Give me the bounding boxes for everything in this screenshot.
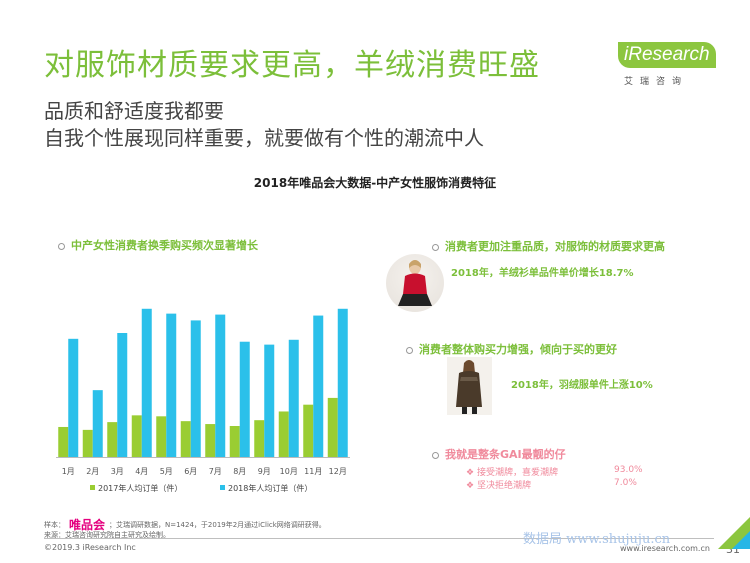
point2-heading-text: 消费者整体购买力增强，倾向于买的更好 bbox=[419, 343, 617, 356]
left-panel-heading: 中产女性消费者换季购买频次显著增长 bbox=[58, 237, 258, 253]
iresearch-logo: iResearch 艾瑞咨询 bbox=[618, 42, 718, 87]
x-tick-label: 7月 bbox=[209, 467, 222, 476]
source-line-2: 来源：艾瑞咨询研究院自主研究及绘制。 bbox=[44, 531, 170, 539]
reason-row-2: ❖ 坚决拒绝潮牌 bbox=[466, 478, 531, 491]
legend-swatch bbox=[90, 485, 95, 490]
bar-2018-1 bbox=[68, 338, 79, 457]
subtitle-line-2: 自我个性展现同样重要，就要做有个性的潮流中人 bbox=[44, 126, 484, 150]
point1-heading: 消费者更加注重品质，对服饰的材质要求更高 bbox=[432, 238, 665, 254]
x-tick-label: 8月 bbox=[233, 467, 246, 476]
reason-2-label: 坚决拒绝潮牌 bbox=[476, 481, 531, 491]
bar-2018-10 bbox=[288, 339, 299, 457]
bar-2017-4 bbox=[131, 415, 142, 457]
point3-heading-text: 我就是整条GAI最靓的仔 bbox=[445, 448, 566, 461]
bar-2018-9 bbox=[264, 344, 275, 457]
point3-heading: 我就是整条GAI最靓的仔 bbox=[432, 446, 566, 462]
logo-brand: iResearch bbox=[618, 42, 716, 68]
logo-brand-cn: 艾瑞咨询 bbox=[624, 77, 689, 87]
legend-swatch bbox=[220, 485, 225, 490]
bullet-circle-icon bbox=[432, 451, 439, 459]
bullet-circle-icon bbox=[406, 346, 413, 354]
reason-1-value: 93.0% bbox=[614, 465, 643, 475]
bar-2017-6 bbox=[180, 421, 191, 457]
x-tick-label: 4月 bbox=[135, 467, 148, 476]
bar-2018-5 bbox=[166, 313, 177, 457]
subtitle-line-1: 品质和舒适度我都要 bbox=[44, 99, 224, 123]
x-tick-label: 10月 bbox=[280, 467, 298, 476]
point1-heading-text: 消费者更加注重品质，对服饰的材质要求更高 bbox=[445, 240, 665, 253]
model-photo-sweater bbox=[386, 254, 444, 312]
model-photo-down-jacket bbox=[447, 357, 492, 415]
bar-2018-12 bbox=[337, 308, 348, 457]
x-tick-label: 5月 bbox=[160, 467, 173, 476]
bar-2018-3 bbox=[117, 333, 128, 457]
reason-1-label: 接受潮牌，喜爱潮牌 bbox=[476, 468, 558, 478]
diamond-bullet-icon: ❖ bbox=[466, 468, 475, 478]
x-tick-label: 1月 bbox=[62, 467, 75, 476]
point1-note: 2018年，羊绒衫单品件单价增长18.7% bbox=[451, 268, 634, 279]
bar-2018-11 bbox=[313, 315, 324, 457]
page-title: 对服饰材质要求更高，羊绒消费旺盛 bbox=[44, 48, 540, 83]
bar-2017-12 bbox=[327, 397, 338, 457]
bar-2017-3 bbox=[107, 422, 118, 457]
vip-logo: 唯品会 bbox=[69, 518, 106, 532]
reason-2-value: 7.0% bbox=[614, 478, 637, 488]
bar-2017-7 bbox=[205, 424, 216, 457]
bar-2018-4 bbox=[141, 308, 152, 457]
x-tick-label: 2月 bbox=[86, 467, 99, 476]
x-tick-label: 12月 bbox=[329, 467, 347, 476]
bar-2018-7 bbox=[215, 314, 226, 457]
copyright: ©2019.3 iResearch Inc bbox=[44, 543, 136, 552]
bar-2018-2 bbox=[92, 390, 103, 457]
legend-label: 2017年人均订单（件） bbox=[98, 483, 182, 493]
source-text: ；艾瑞调研数据，N=1424，于2019年2月通过iClick网络调研获得。 bbox=[109, 521, 326, 529]
bullet-circle-icon bbox=[58, 242, 65, 250]
bar-2017-5 bbox=[156, 416, 167, 457]
point2-heading: 消费者整体购买力增强，倾向于买的更好 bbox=[406, 341, 617, 357]
bar-2017-8 bbox=[229, 426, 240, 457]
bar-2018-8 bbox=[239, 341, 250, 457]
x-tick-label: 9月 bbox=[258, 467, 271, 476]
left-panel-heading-text: 中产女性消费者换季购买频次显著增长 bbox=[71, 239, 258, 252]
x-tick-label: 11月 bbox=[304, 467, 322, 476]
corner-decoration-blue bbox=[732, 531, 750, 549]
chart-title: 2018年唯品会大数据-中产女性服饰消费特征 bbox=[253, 176, 497, 190]
bullet-circle-icon bbox=[432, 243, 439, 251]
x-tick-label: 6月 bbox=[184, 467, 197, 476]
monthly-orders-bar-chart: 1月 2月 3月 4月 5月 6月 7月 8月 9月 10月 11月 12月 2017年人均订单（件） 2… bbox=[56, 308, 350, 493]
bar-2017-1 bbox=[58, 426, 69, 457]
watermark: 数据局 www.shujuju.cn bbox=[523, 532, 671, 547]
point2-note: 2018年，羽绒服单件上涨10% bbox=[511, 380, 653, 391]
x-tick-label: 3月 bbox=[111, 467, 124, 476]
footer-divider bbox=[44, 538, 714, 539]
bar-2017-11 bbox=[303, 404, 314, 457]
site-url: www.iresearch.com.cn bbox=[620, 544, 710, 553]
source-line-1: 样本： ；艾瑞调研数据，N=1424，于2019年2月通过iClick网络调研获得… bbox=[44, 520, 326, 530]
reason-row-1: ❖ 接受潮牌，喜爱潮牌 bbox=[466, 465, 558, 478]
bar-2017-2 bbox=[82, 429, 93, 457]
bar-2017-9 bbox=[254, 420, 265, 457]
bar-2017-10 bbox=[278, 411, 289, 457]
source-label: 样本： bbox=[44, 521, 65, 529]
diamond-bullet-icon: ❖ bbox=[466, 481, 475, 491]
bar-2018-6 bbox=[190, 320, 201, 457]
legend-label: 2018年人均订单（件） bbox=[228, 483, 312, 493]
